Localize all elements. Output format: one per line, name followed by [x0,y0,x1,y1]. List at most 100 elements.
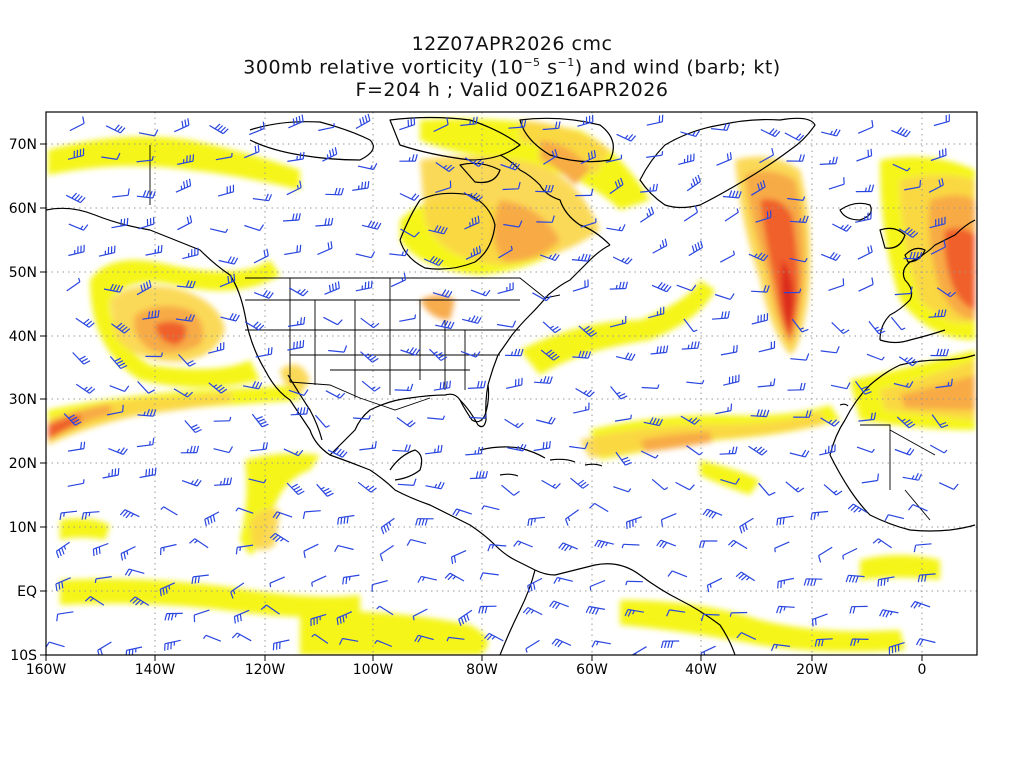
wind-barb [72,352,91,365]
wind-barb [751,313,769,325]
wind-barb [842,547,858,560]
wind-barb [251,413,269,428]
wind-barb [406,539,427,546]
wind-barb [776,605,795,614]
wind-barb [720,477,740,485]
wind-barb [428,225,448,235]
wind-barb [542,321,562,334]
wind-barb [896,416,916,429]
wind-barb [106,404,124,416]
wind-barb [535,184,554,193]
wind-barb [136,156,154,163]
wind-barb [626,516,642,529]
wind-barb [534,376,553,384]
wind-barb [191,574,209,584]
wind-barb [180,445,200,454]
wind-barb [97,641,112,655]
wind-barb [325,390,346,399]
wind-barb [828,177,845,190]
wind-barb [789,257,808,263]
wind-barb [189,538,209,549]
wind-barb [892,163,911,172]
wind-barb [272,511,293,519]
lon-label-160w: 160W [26,662,67,678]
wind-barb [861,473,879,484]
wind-barb [101,152,121,160]
wind-barb [164,612,183,621]
wind-barb [536,215,555,223]
wind-barb [716,152,732,166]
wind-barb [218,256,239,265]
wind-barb [783,288,802,294]
wind-barb [527,577,543,593]
wind-barb [715,403,733,415]
wind-barb [317,241,333,256]
wind-barb [543,149,558,165]
wind-barb [591,640,611,648]
wind-barb [479,572,499,580]
wind-barb [435,180,452,193]
wind-barb [139,467,157,479]
wind-barb [700,645,716,655]
lat-label-10s: 10S [10,648,37,664]
wind-barb [898,227,919,238]
wind-barb [930,148,947,162]
wind-barb [242,381,263,390]
wind-barb [569,442,589,450]
wind-barb [621,543,640,549]
wind-barb [464,215,480,230]
wind-barb [580,149,597,165]
wind-barb [711,123,731,131]
wind-barb [789,449,810,458]
wind-barb [683,205,699,222]
wind-barb [609,315,627,328]
wind-barb [681,341,700,350]
wind-barb [639,206,655,223]
wind-barb [706,577,723,593]
wind-barb [572,279,589,292]
wind-barb [376,605,394,616]
wind-barb [872,538,892,549]
wind-barb [287,151,305,162]
wind-barb [522,606,543,616]
wind-barb [360,351,379,363]
wind-barb [379,545,394,562]
wind-barb [435,320,455,330]
wind-barb [609,281,628,290]
wind-barb [831,321,850,335]
wind-barb [464,157,485,168]
wind-barb [318,123,335,132]
wind-barb [565,509,580,526]
wind-barb [469,470,488,480]
wind-barb [75,383,96,394]
title-line-2: 300mb relative vorticity (10−5 s−1) and … [243,56,781,79]
wind-barb [120,545,136,561]
wind-barb [849,605,868,614]
lat-lon-grid [46,112,977,655]
wind-barb [470,289,491,297]
wind-barb [678,153,695,165]
wind-barb [209,123,229,135]
wind-barb [248,121,265,136]
wind-barb [310,613,327,627]
wind-barb [287,316,306,327]
wind-barb [504,348,524,357]
wind-barb [175,178,192,193]
wind-barb [723,374,740,386]
wind-barb [577,114,594,127]
wind-barb [508,120,527,129]
wind-barb [311,633,329,644]
wind-barb [890,316,906,331]
lon-label-100w: 100W [353,662,394,678]
wind-barbs [46,113,959,655]
wind-barb [686,174,701,192]
wind-barb [686,379,705,385]
wind-barb [858,412,877,422]
lat-label-50n: 50N [9,265,37,281]
wind-barb [220,313,240,322]
wind-barb [360,317,380,329]
wind-barb [735,571,756,582]
wind-barb [103,283,124,293]
wind-barb [371,580,388,592]
wind-barb [751,285,770,293]
